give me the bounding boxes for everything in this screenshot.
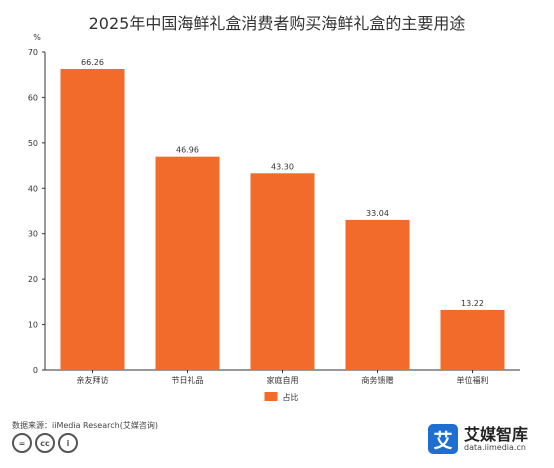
data-source-note: 数据来源：iiMedia Research(艾媒咨询)	[12, 421, 158, 430]
y-tick-label: 70	[28, 48, 38, 57]
x-tick-label: 节日礼品	[172, 375, 204, 385]
y-tick-label: 0	[33, 366, 38, 375]
bar	[345, 219, 410, 370]
bar	[60, 68, 125, 370]
legend-swatch	[264, 392, 278, 401]
bar	[155, 156, 220, 370]
y-tick-label: 10	[28, 321, 38, 330]
brand-url: data.iimedia.cn	[464, 442, 526, 452]
x-tick-label: 亲友拜访	[77, 375, 109, 385]
cc-icon: =	[12, 433, 32, 453]
legend-label: 占比	[283, 392, 299, 402]
bar	[250, 173, 315, 370]
y-tick-label: 20	[28, 275, 38, 284]
data-label: 46.96	[176, 146, 199, 155]
chart-title: 2025年中国海鲜礼盒消费者购买海鲜礼盒的主要用途	[88, 14, 466, 33]
x-tick-label: 单位福利	[457, 375, 489, 385]
y-tick-label: 50	[28, 139, 38, 148]
brand-block: 艾 艾媒智库 data.iimedia.cn	[428, 424, 528, 454]
data-label: 43.30	[271, 162, 294, 171]
cc-attribution-icon: cc	[35, 433, 55, 453]
x-tick-label: 商务馈赠	[362, 375, 394, 385]
data-label: 33.04	[366, 209, 389, 218]
brand-logo-icon: 艾	[428, 424, 458, 454]
y-tick-label: 40	[28, 184, 38, 193]
brand-name: 艾媒智库	[464, 424, 529, 444]
cc-license-icons: = cc i	[12, 433, 78, 453]
data-label: 13.22	[461, 299, 484, 308]
y-tick-label: 30	[28, 230, 38, 239]
bar	[440, 309, 505, 370]
y-axis-unit: %	[33, 33, 41, 42]
y-tick-label: 60	[28, 93, 38, 102]
data-label: 66.26	[81, 58, 104, 67]
cc-person-icon: i	[58, 433, 78, 453]
x-tick-label: 家庭自用	[267, 375, 299, 385]
